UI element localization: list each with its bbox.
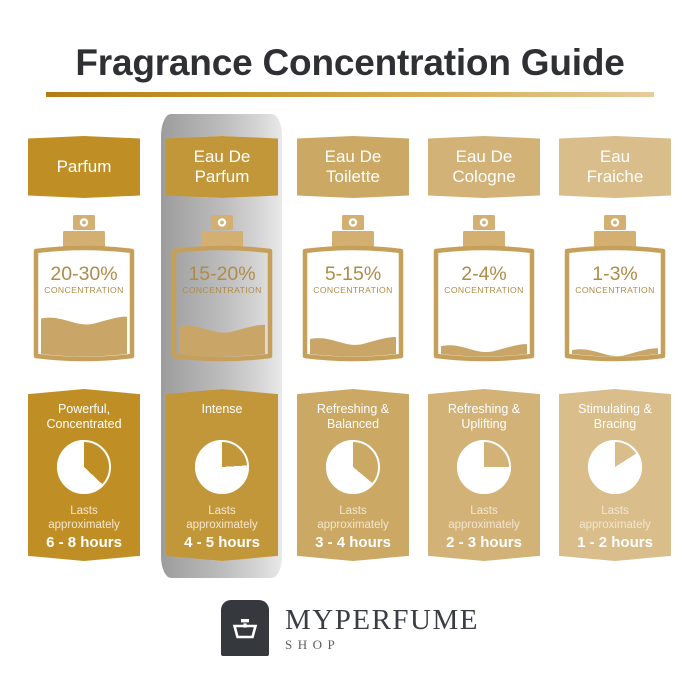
brand-wordmark: MYPERFUME SHOP (285, 604, 479, 653)
svg-text:CONCENTRATION: CONCENTRATION (313, 285, 393, 295)
badge-label: Eau De Cologne (452, 147, 516, 186)
title-underline-rule (46, 92, 654, 97)
lasts-label: Lasts approximately (186, 505, 258, 531)
lasts-label: Lasts approximately (48, 505, 120, 531)
badge-eau-de-parfum[interactable]: Eau De Parfum (166, 136, 278, 198)
pie-outline-ring (326, 440, 380, 494)
duration-value: 6 - 8 hours (46, 534, 122, 551)
longevity-pie-chart (326, 440, 380, 494)
bottle-eau-de-toilette: 5-15% CONCENTRATION (297, 213, 409, 363)
longevity-pie-chart (195, 440, 249, 494)
lasts-label: Lasts approximately (579, 505, 651, 531)
info-card-eau-de-parfum[interactable]: Intense Lasts approximately 4 - 5 hours (166, 389, 278, 561)
card-descriptor: Stimulating & Bracing (578, 402, 652, 431)
duration-value: 2 - 3 hours (446, 534, 522, 551)
pie-outline-ring (57, 440, 111, 494)
perfume-bottle-mark-icon (221, 600, 269, 656)
lasts-label: Lasts approximately (448, 505, 520, 531)
badge-label: Parfum (56, 157, 112, 176)
badge-label: Eau De Parfum (193, 147, 251, 186)
svg-text:CONCENTRATION: CONCENTRATION (44, 285, 124, 295)
card-descriptor: Intense (201, 402, 243, 416)
pie-outline-ring (195, 440, 249, 494)
bottle-eau-de-cologne: 2-4% CONCENTRATION (428, 213, 540, 363)
info-card-eau-de-toilette[interactable]: Refreshing & Balanced Lasts approximately 3 … (297, 389, 409, 561)
duration-value: 1 - 2 hours (577, 534, 653, 551)
bottle-parfum: 20-30% CONCENTRATION (28, 213, 140, 363)
page-title: Fragrance Concentration Guide (75, 42, 625, 83)
svg-text:20-30%: 20-30% (50, 263, 117, 285)
svg-text:2-4%: 2-4% (461, 263, 507, 285)
svg-text:5-15%: 5-15% (325, 263, 381, 285)
longevity-pie-chart (588, 440, 642, 494)
badge-eau-fraiche[interactable]: Eau Fraiche (559, 136, 671, 198)
brand-footer: MYPERFUME SHOP (0, 600, 700, 656)
info-card-parfum[interactable]: Powerful, Concentrated Lasts approximately 6… (28, 389, 140, 561)
svg-text:CONCENTRATION: CONCENTRATION (444, 285, 524, 295)
card-descriptor: Refreshing & Balanced (316, 402, 390, 431)
badge-eau-de-cologne[interactable]: Eau De Cologne (428, 136, 540, 198)
brand-tagline: SHOP (285, 636, 341, 652)
badge-label: Eau Fraiche (586, 147, 644, 186)
badge-parfum[interactable]: Parfum (28, 136, 140, 198)
info-card-eau-de-cologne[interactable]: Refreshing & Uplifting Lasts approximately 2… (428, 389, 540, 561)
pie-outline-ring (588, 440, 642, 494)
card-descriptor: Powerful, Concentrated (46, 402, 122, 431)
bottle-eau-fraiche: 1-3% CONCENTRATION (559, 213, 671, 363)
longevity-pie-chart (457, 440, 511, 494)
card-descriptor: Refreshing & Uplifting (447, 402, 521, 431)
svg-text:15-20%: 15-20% (188, 263, 255, 285)
bottle-eau-de-parfum: 15-20% CONCENTRATION (166, 213, 278, 363)
badge-eau-de-toilette[interactable]: Eau De Toilette (297, 136, 409, 198)
svg-text:1-3%: 1-3% (592, 263, 638, 285)
longevity-pie-chart (57, 440, 111, 494)
svg-text:CONCENTRATION: CONCENTRATION (575, 285, 655, 295)
badge-label: Eau De Toilette (324, 147, 382, 186)
lasts-label: Lasts approximately (317, 505, 389, 531)
svg-text:CONCENTRATION: CONCENTRATION (182, 285, 262, 295)
brand-name: MYPERFUME (285, 603, 479, 636)
info-card-eau-fraiche[interactable]: Stimulating & Bracing Lasts approximately 1 … (559, 389, 671, 561)
pie-outline-ring (457, 440, 511, 494)
duration-value: 4 - 5 hours (184, 534, 260, 551)
duration-value: 3 - 4 hours (315, 534, 391, 551)
